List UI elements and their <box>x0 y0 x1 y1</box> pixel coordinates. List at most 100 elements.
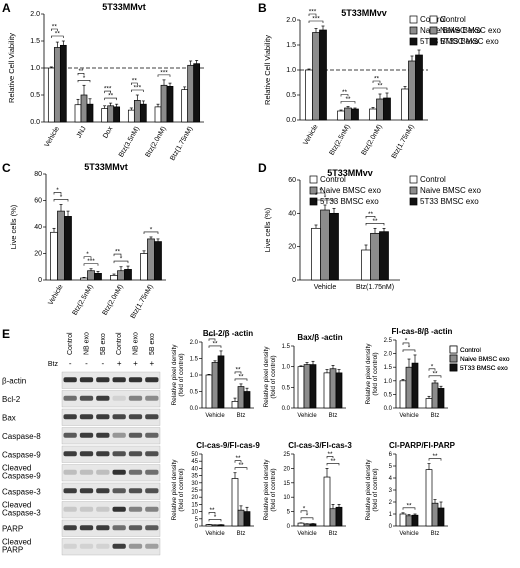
bar <box>351 108 359 121</box>
blot-band <box>128 414 143 420</box>
y-tick-label: 5 <box>287 510 291 516</box>
legend-swatch <box>309 175 318 184</box>
blot-strip <box>61 501 161 519</box>
significance-label: *** <box>134 85 142 92</box>
lane-label: 5B exo <box>149 333 156 355</box>
x-tick-label: Btz(2.0nM) <box>102 284 125 317</box>
bar <box>425 469 433 527</box>
x-tick-label: Vehicle <box>47 283 64 306</box>
bar <box>323 372 331 409</box>
chart-b: 5T33MMvv 0.0 0.5 1.0 1.5 2.0 Relative Cell Via… <box>263 8 501 160</box>
bar <box>237 509 245 527</box>
blot-band <box>112 469 126 475</box>
y-tick-label: 25 <box>283 452 290 458</box>
chart-title: Cl-PARP/Fl-PARP <box>389 441 456 450</box>
legend-label: Control <box>420 175 446 184</box>
bar <box>237 386 245 409</box>
y-tick-label: 3 <box>389 488 393 494</box>
y-axis-label-line: Relative pixel density <box>171 344 178 406</box>
legend-label: Naive BMSC exo <box>420 186 481 195</box>
blot-band <box>63 525 77 531</box>
y-tick-label: 80 <box>34 171 42 178</box>
y-tick-label: 40 <box>191 466 198 472</box>
chart-title: Bcl-2/β -actin <box>203 329 253 338</box>
legend-swatch <box>309 186 318 195</box>
blot-band <box>96 543 110 549</box>
significance-label: ** <box>235 366 241 373</box>
significance-bracket <box>365 216 376 219</box>
blot-band <box>145 451 159 457</box>
legend-label: Naive BMSC exo <box>460 356 510 363</box>
x-tick-label: Vehicle <box>297 531 317 537</box>
bar <box>154 241 162 281</box>
y-tick-label: 1.0 <box>384 379 393 385</box>
y-tick-label: 2.0 <box>30 11 40 18</box>
x-tick-label: Btz(3.5nM) <box>118 126 141 159</box>
significance-bracket <box>53 192 62 195</box>
blot-band <box>128 377 143 383</box>
y-tick-label: 2.0 <box>190 340 199 346</box>
blot-row-label: Cleaved <box>2 501 31 510</box>
significance-bracket <box>300 510 308 513</box>
bar <box>117 270 125 281</box>
btz-status: + <box>133 359 138 368</box>
legend-label: Naive BMSC exo <box>320 186 381 195</box>
blot-row-label: Caspase-3 <box>2 487 41 496</box>
x-tick-label: Btz(2.5nM) <box>329 124 352 157</box>
panel-letter-e1: E <box>2 327 10 341</box>
blot-band <box>128 506 143 512</box>
legend-label: 5T33 BMSC exo <box>420 197 479 206</box>
x-tick-label: Dox <box>102 125 115 140</box>
significance-label: * <box>303 505 306 512</box>
blot-band <box>145 488 159 494</box>
significance-label: ** <box>374 76 380 83</box>
significance-bracket <box>300 517 314 520</box>
blot-band <box>145 377 159 383</box>
y-tick-label: 1.0 <box>282 365 291 371</box>
legend-label: 5T33 BMSC exo <box>440 37 499 46</box>
btz-status: + <box>149 359 154 368</box>
y-tick-label: 1.5 <box>190 357 199 363</box>
y-tick-label: 1.5 <box>384 365 393 371</box>
blot-band <box>128 469 143 475</box>
x-tick-label: Btz <box>431 531 440 537</box>
y-tick-label: 1.5 <box>286 42 296 49</box>
y-axis-label-line: (fold of control) <box>270 355 277 398</box>
blot-band <box>128 451 143 457</box>
blot-band <box>96 506 110 512</box>
significance-label: *** <box>87 258 95 265</box>
significance-label: ** <box>330 458 336 465</box>
blot-band <box>96 469 110 475</box>
bar <box>399 380 407 409</box>
significance-bracket <box>308 13 317 16</box>
chart-title: 5T33MMvv <box>341 8 387 18</box>
panel-letter-a: A <box>2 1 11 15</box>
blot-band <box>128 543 143 549</box>
significance-label: *** <box>208 333 216 340</box>
bar <box>187 64 195 123</box>
y-tick-label: 4 <box>389 476 393 482</box>
significance-bracket <box>234 460 242 463</box>
legend-swatch <box>429 37 438 46</box>
bar <box>401 88 409 121</box>
legend-swatch <box>409 26 418 35</box>
blot-band <box>96 432 110 438</box>
y-axis-label: Relative Cell Viability <box>263 35 272 105</box>
bar <box>140 253 148 281</box>
y-axis-label: Relative pixel density(fold of control) <box>171 459 185 521</box>
lane-label: 5B exo <box>100 333 107 355</box>
significance-label: ** <box>345 96 351 103</box>
significance-label: * <box>319 188 322 195</box>
y-tick-label: 60 <box>288 177 296 184</box>
significance-bracket <box>113 260 129 264</box>
bar <box>243 511 251 527</box>
blot-band <box>79 506 94 512</box>
significance-label: ** <box>342 89 348 96</box>
blot-band <box>63 377 77 383</box>
significance-label: ** <box>432 453 438 460</box>
bar <box>399 513 407 527</box>
bar <box>59 44 67 123</box>
y-axis-label-line: Relative pixel density <box>365 343 372 405</box>
blot-band <box>112 377 126 383</box>
significance-label: ** <box>372 218 378 225</box>
